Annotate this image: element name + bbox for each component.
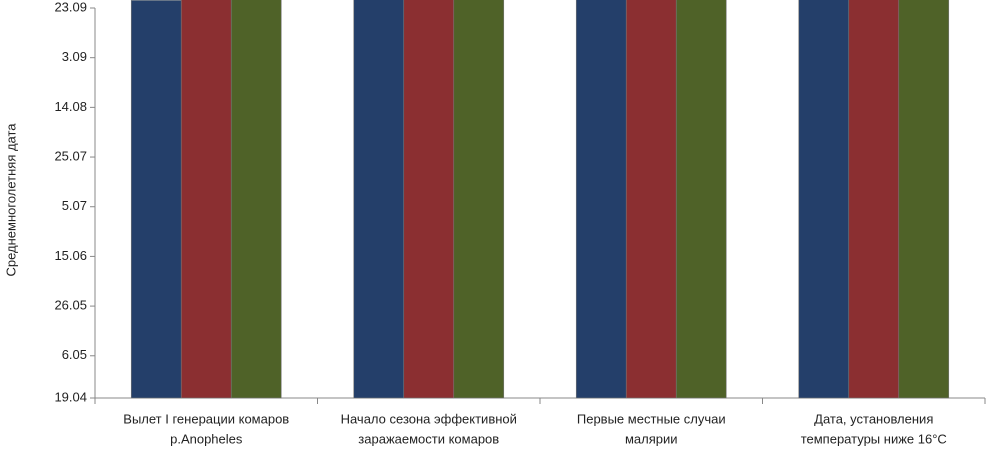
x-tick-label: малярии xyxy=(625,431,678,446)
bar-segment xyxy=(130,0,182,399)
x-tick-label: р.Anopheles xyxy=(170,431,243,446)
y-tick-label: 26.05 xyxy=(54,298,87,313)
bar-segment xyxy=(403,0,455,399)
y-tick-label: 3.09 xyxy=(62,49,87,64)
y-tick-label: 23.09 xyxy=(54,0,87,14)
bar-segment xyxy=(675,0,727,399)
bar-segment xyxy=(575,0,627,399)
bar-segment xyxy=(453,0,505,399)
x-tick-label: Дата, установления xyxy=(814,411,933,426)
y-tick-label: 25.07 xyxy=(54,148,87,163)
y-tick-label: 19.04 xyxy=(54,389,87,404)
bar-segment xyxy=(353,0,405,399)
y-tick-label: 14.08 xyxy=(54,99,87,114)
bar-segment xyxy=(130,0,182,1)
x-tick-label: заражаемости комаров xyxy=(358,431,499,446)
bar-segment xyxy=(625,0,677,399)
x-tick-label: Первые местные случаи xyxy=(577,411,726,426)
x-tick-label: Начало сезона эффективной xyxy=(341,411,517,426)
y-tick-label: 5.07 xyxy=(62,198,87,213)
bar-segment xyxy=(848,0,900,399)
x-tick-label: Вылет I генерации комаров xyxy=(123,411,289,426)
y-axis-label: Среднемноголетняя дата xyxy=(3,123,18,277)
y-tick-label: 6.05 xyxy=(62,347,87,362)
bar-segment xyxy=(180,0,232,399)
x-tick-label: температуры ниже 16°С xyxy=(801,431,947,446)
y-tick-label: 15.06 xyxy=(54,248,87,263)
bar-segment xyxy=(898,0,950,399)
bar-segment xyxy=(230,0,282,399)
bar-segment xyxy=(798,0,850,399)
